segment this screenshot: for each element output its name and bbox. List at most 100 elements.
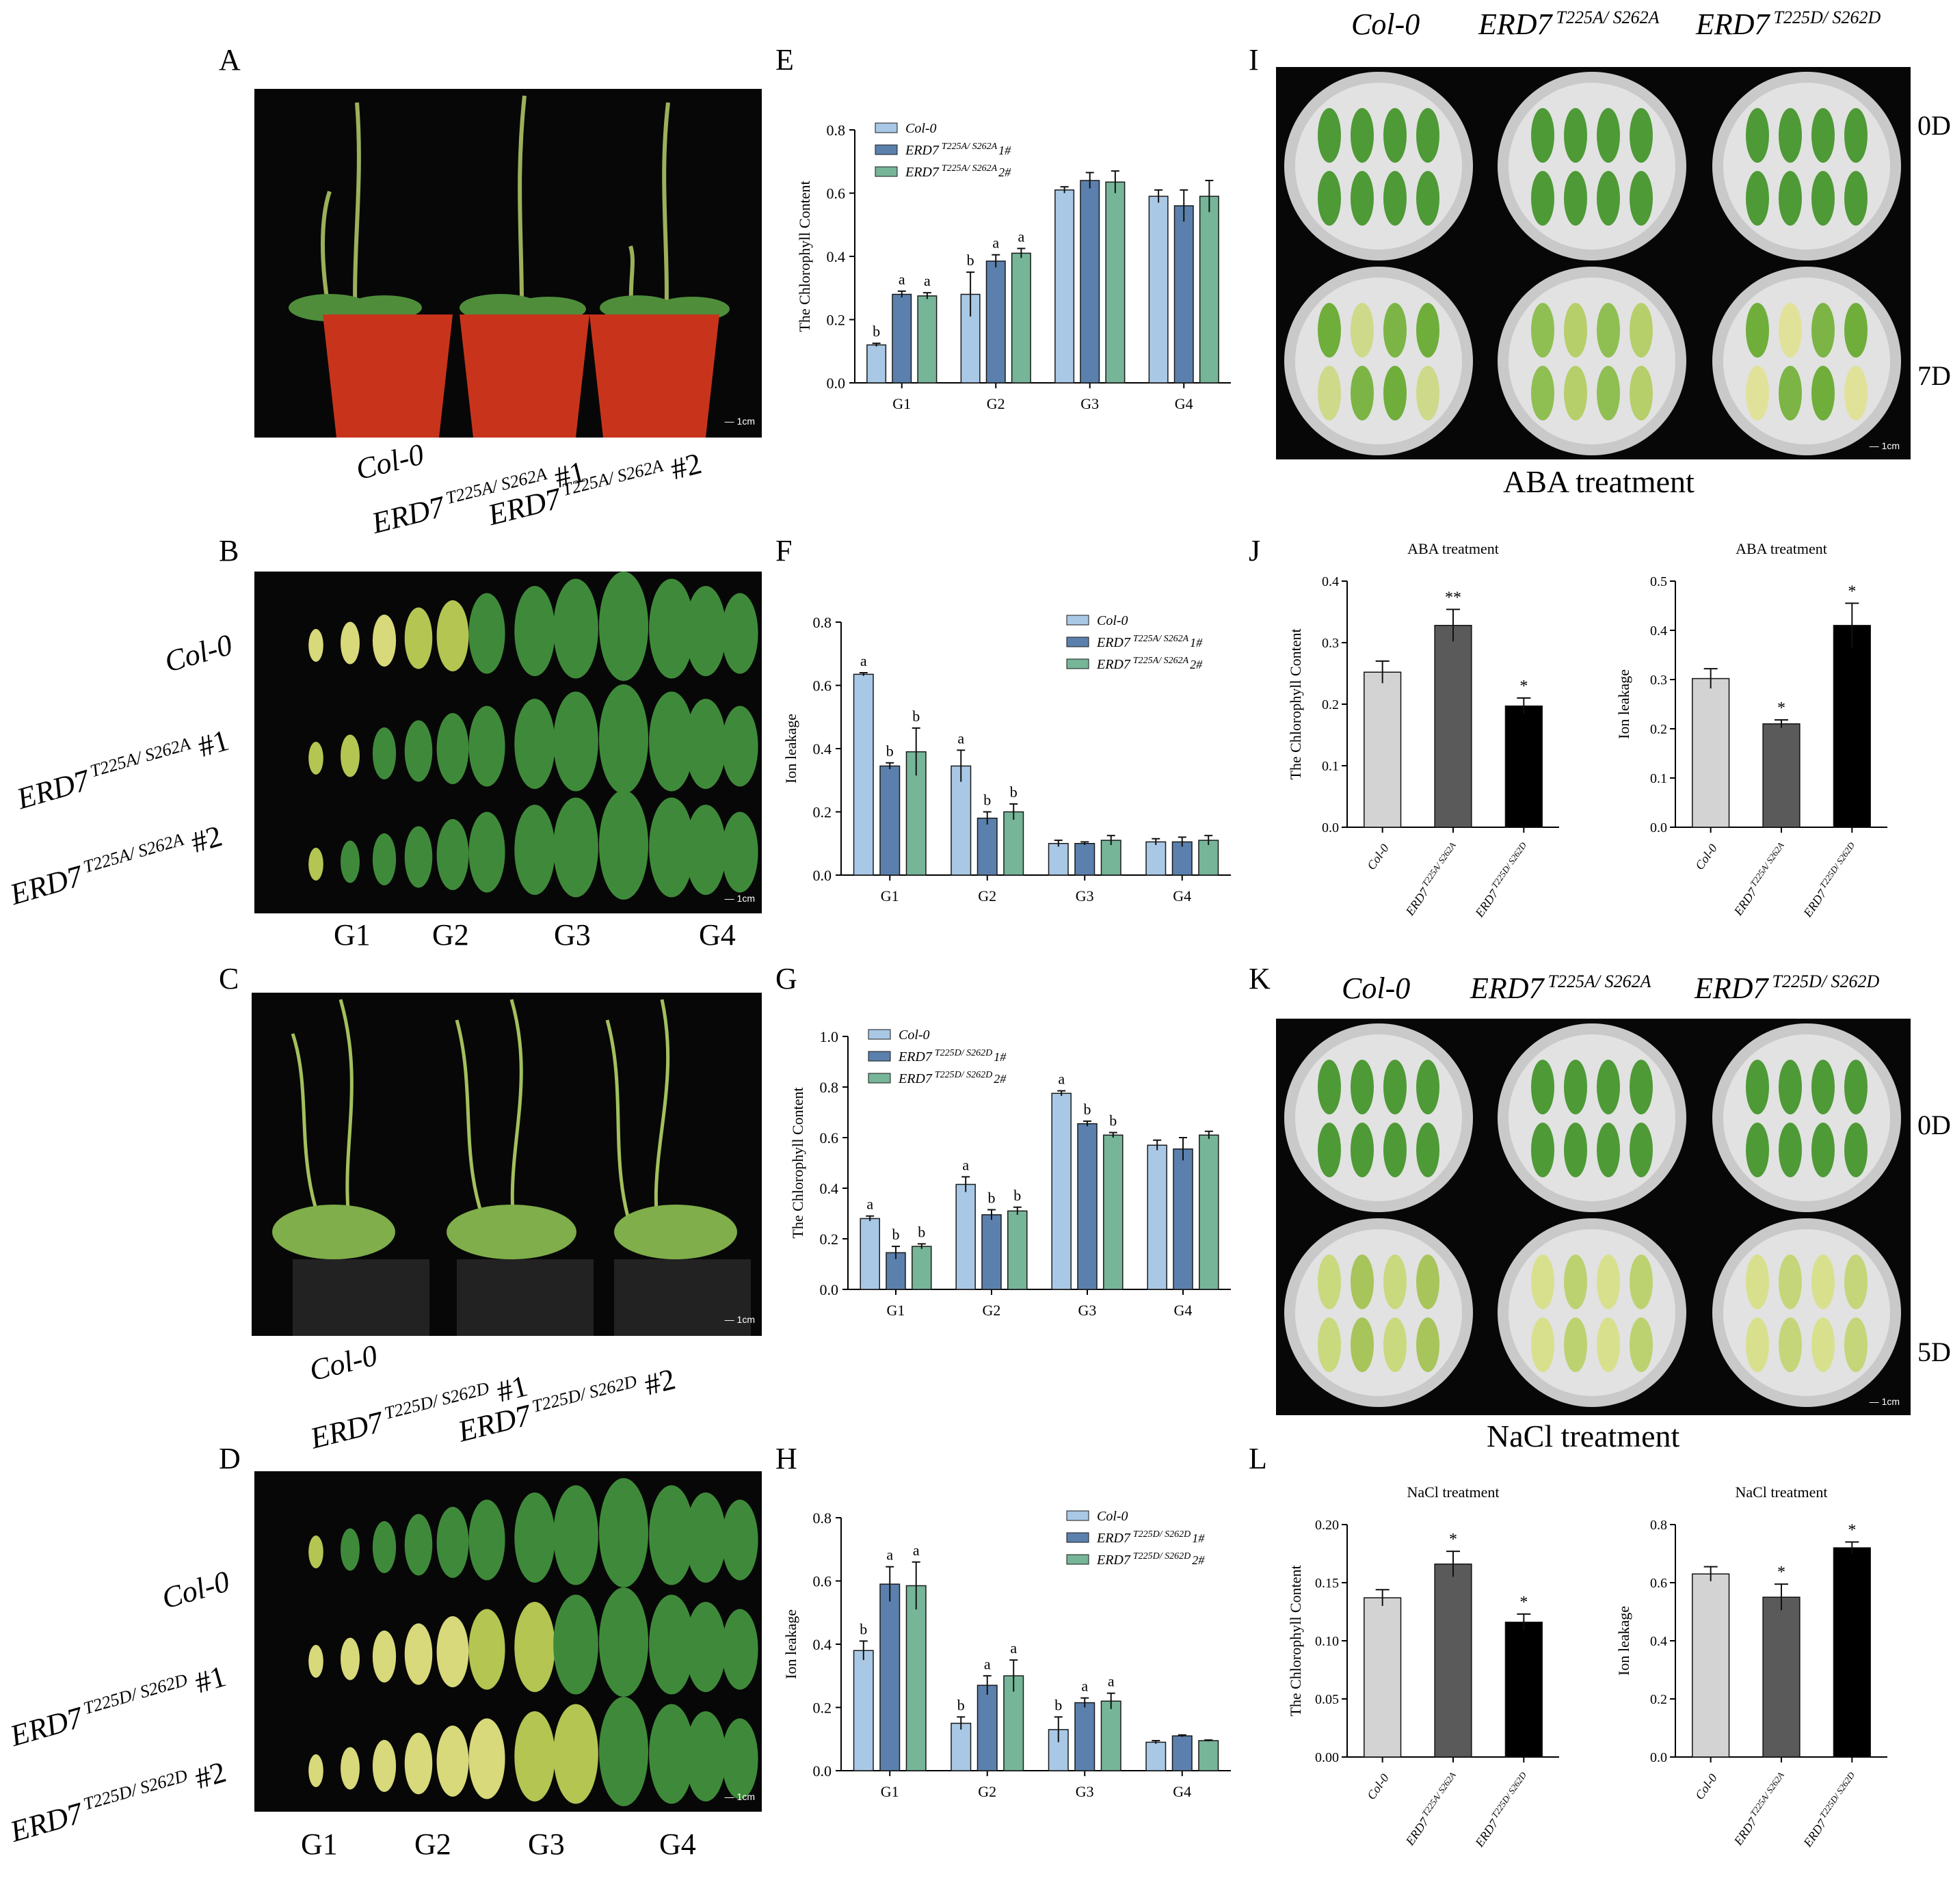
leaf xyxy=(1630,366,1653,420)
leaf xyxy=(1630,108,1653,163)
chart-title: ABA treatment xyxy=(1736,540,1827,557)
leaf xyxy=(721,593,758,674)
leaf xyxy=(1844,366,1868,420)
leaf xyxy=(1383,1060,1407,1114)
legend-label-superscript: T225D/ S262D xyxy=(935,1070,992,1080)
significance-letter: b xyxy=(1013,1187,1021,1204)
x-tick-label: ERD7T225D/ S262D xyxy=(1798,1770,1861,1850)
leaf xyxy=(514,586,555,676)
leaf xyxy=(1746,171,1769,226)
leaf xyxy=(372,1740,397,1792)
leaf xyxy=(514,1602,555,1692)
leaf xyxy=(1746,1255,1769,1309)
bar xyxy=(1100,1700,1121,1771)
legend-label-superscript: T225A/ S262A xyxy=(1133,656,1189,666)
bar xyxy=(1171,841,1193,876)
filter-paper xyxy=(1295,1034,1462,1201)
leaf xyxy=(1630,303,1653,358)
leaf xyxy=(1844,108,1868,163)
photo-b-group-g2: G2 xyxy=(432,918,469,952)
significance-letter: a xyxy=(957,729,964,747)
leaf xyxy=(468,706,505,787)
x-tick-label: ERD7T225D/ S262D xyxy=(1470,840,1533,920)
y-tick-label: 0.0 xyxy=(1322,820,1339,835)
leaf xyxy=(372,1631,397,1682)
y-tick-label: 0.00 xyxy=(1315,1750,1339,1765)
bar xyxy=(1077,1123,1098,1290)
bar xyxy=(1173,1148,1193,1290)
leaf xyxy=(553,1704,598,1804)
leaf xyxy=(1351,171,1374,226)
y-tick-label: 0.10 xyxy=(1315,1634,1339,1649)
scale-bar-i: — 1cm xyxy=(1869,440,1900,451)
legend-swatch xyxy=(875,144,898,155)
x-tick-label-superscript: T225D/ S262D xyxy=(1489,1770,1529,1820)
bar xyxy=(1074,1702,1095,1771)
x-tick-label: G2 xyxy=(978,887,996,904)
bar xyxy=(1080,180,1100,384)
y-axis-label: The Chlorophyll Content xyxy=(789,1087,806,1238)
leaf xyxy=(341,621,360,665)
y-tick-label: 0.8 xyxy=(1650,1518,1667,1533)
leaf xyxy=(599,572,648,681)
y-axis-label: Ion leakage xyxy=(1615,1606,1632,1676)
legend-label-suffix: 1# xyxy=(1192,1531,1205,1545)
legend-swatch xyxy=(1066,1532,1089,1543)
x-tick-label: ERD7T225D/ S262D xyxy=(1798,840,1861,920)
chart-g: 0.0 0.2 0.4 0.6 0.8 1.0 The Chlorophyll Conten… xyxy=(786,995,1245,1351)
leaf xyxy=(1779,108,1802,163)
bar xyxy=(1434,625,1472,828)
bar xyxy=(1504,705,1543,828)
leaf xyxy=(599,1587,648,1697)
y-tick-label: 0.2 xyxy=(827,312,846,329)
leaf xyxy=(649,578,694,679)
significance-letter: a xyxy=(1081,1678,1088,1695)
chart-j-chlorophyll: ABA treatment 0.0 0.1 0.2 0.3 0.4 The Chloroph… xyxy=(1286,533,1573,971)
leaf xyxy=(308,1754,323,1787)
bar xyxy=(1171,1735,1193,1771)
y-axis-label: Ion leakage xyxy=(1615,669,1632,739)
chart-title: NaCl treatment xyxy=(1735,1484,1827,1501)
leaf xyxy=(468,1499,505,1581)
leaf xyxy=(1564,1060,1587,1114)
photo-a-drawing xyxy=(289,95,730,438)
bar xyxy=(985,260,1006,384)
leaf xyxy=(1564,1317,1587,1372)
x-tick-label: G4 xyxy=(1173,1783,1191,1800)
panel-letter-j: J xyxy=(1249,534,1261,567)
x-tick-label: G4 xyxy=(1175,395,1193,412)
legend-swatch xyxy=(1066,658,1089,669)
bar xyxy=(1504,1622,1543,1758)
leaf xyxy=(1844,171,1868,226)
leaf xyxy=(404,1732,433,1795)
significance-letter: b xyxy=(1010,783,1018,801)
panel-letter-k: K xyxy=(1249,962,1271,995)
y-tick-label: 0.2 xyxy=(813,804,832,821)
photo-k-caption: NaCl treatment xyxy=(1487,1419,1680,1453)
legend-label-suffix: 2# xyxy=(1192,1553,1205,1567)
bar xyxy=(1833,1547,1871,1758)
leaf xyxy=(1597,366,1620,420)
leaf xyxy=(1811,1060,1835,1114)
scale-bar-b: — 1cm xyxy=(724,893,755,904)
bar xyxy=(1011,252,1031,384)
leaf xyxy=(1597,1255,1620,1309)
leaf xyxy=(1351,1123,1374,1177)
legend-label: ERD7 T225A/ S262A 1# xyxy=(1096,634,1203,650)
y-tick-label: 0.0 xyxy=(1650,820,1667,835)
legend-label: ERD7 T225D/ S262D 1# xyxy=(1096,1529,1205,1546)
photo-b-group-g1: G1 xyxy=(334,918,371,952)
leaf xyxy=(1779,303,1802,358)
photo-b-row-line2: ERD7T225A/ S262A #2 xyxy=(6,818,226,912)
x-tick-label: Col-0 xyxy=(1692,1771,1720,1802)
filter-paper xyxy=(1723,278,1890,444)
leaf xyxy=(721,812,758,893)
leaf xyxy=(308,1645,323,1678)
significance-letter: b xyxy=(1054,1696,1062,1713)
y-tick-label: 0.6 xyxy=(827,185,846,202)
photo-b-drawing xyxy=(308,572,758,900)
legend-label-superscript: T225D/ S262D xyxy=(1133,1551,1191,1561)
bar xyxy=(1198,840,1219,876)
leaf xyxy=(721,1499,758,1581)
leaf xyxy=(436,1726,469,1797)
